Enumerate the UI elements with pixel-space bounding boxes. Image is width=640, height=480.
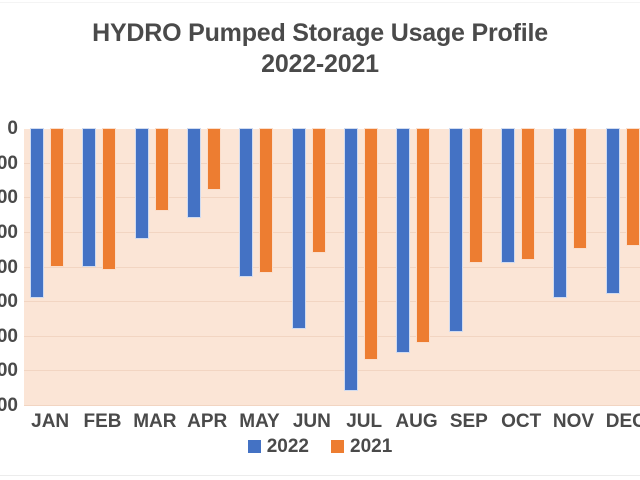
y-axis-tick-label: -500 (0, 152, 18, 174)
bar-group (600, 128, 640, 405)
gridline (24, 162, 640, 164)
y-axis-tick-label: -2500 (0, 291, 18, 313)
x-axis-tick-label: MAR (133, 411, 177, 432)
bar-2021-jun[interactable] (311, 128, 326, 253)
plot-area (24, 128, 640, 406)
top-divider (0, 2, 640, 3)
x-axis-tick-label: AUG (395, 411, 438, 432)
bar-2022-feb[interactable] (82, 128, 97, 267)
bar-2022-apr[interactable] (187, 128, 201, 219)
bar-2021-sep[interactable] (468, 128, 483, 264)
bar-2022-oct[interactable] (501, 128, 515, 264)
bar-group (338, 128, 390, 405)
x-axis-tick-label: JUN (292, 411, 331, 432)
bar-2021-nov[interactable] (573, 128, 588, 250)
y-axis-tick-label: -3500 (0, 360, 18, 382)
legend-entry-2021[interactable]: 2021 (331, 437, 392, 456)
x-axis-tick-label: FEB (83, 411, 122, 432)
x-axis-tick-label: DEC (605, 411, 640, 432)
bar-2021-dec[interactable] (625, 128, 640, 246)
bar-group (76, 128, 128, 405)
gridline (24, 335, 640, 337)
bar-2021-apr[interactable] (207, 128, 221, 191)
x-axis-tick-label: SEP (449, 411, 488, 432)
gridline (24, 301, 640, 303)
bar-2022-sep[interactable] (448, 128, 463, 333)
bar-group (181, 128, 233, 405)
bar-group (547, 128, 599, 405)
bar-2022-jun[interactable] (291, 128, 306, 329)
bar-group (129, 128, 181, 405)
bar-2021-oct[interactable] (521, 128, 535, 260)
bar-2022-nov[interactable] (553, 128, 568, 298)
y-axis-tick-label: -4000 (0, 395, 18, 416)
x-axis-tick-label: NOV (552, 411, 595, 432)
y-axis-tick-label: -2000 (0, 256, 18, 278)
bar-2021-mar[interactable] (154, 128, 169, 212)
bar-2022-dec[interactable] (605, 128, 620, 295)
x-axis-tick-label: APR (187, 411, 228, 432)
bar-2021-may[interactable] (259, 128, 274, 274)
bar-group (495, 128, 547, 405)
bar-2022-mar[interactable] (134, 128, 149, 239)
bar-2021-jul[interactable] (364, 128, 378, 360)
x-axis: JAN FEB MAR APR MAY JUN JUL AUG SEP OCT NOV DEC (24, 410, 640, 436)
chart-legend: 2022 2021 (0, 437, 640, 456)
zero-baseline (24, 128, 640, 129)
gridline (24, 370, 640, 372)
bottom-divider (0, 475, 640, 476)
bar-group (390, 128, 442, 405)
x-axis-tick-label: MAY (239, 411, 280, 432)
bar-2022-jul[interactable] (344, 128, 358, 392)
y-axis-tick-label: -3000 (0, 325, 18, 347)
bar-group (233, 128, 285, 405)
legend-label: 2021 (350, 436, 393, 457)
y-axis-tick-label: 0 (7, 118, 18, 139)
bar-2021-feb[interactable] (102, 128, 117, 270)
bar-group (443, 128, 495, 405)
gridline (24, 405, 640, 406)
bar-group (24, 128, 76, 405)
chart-title: HYDRO Pumped Storage Usage Profile 2022-… (0, 18, 640, 80)
legend-swatch-icon (331, 440, 344, 453)
legend-swatch-icon (247, 440, 261, 453)
x-axis-tick-label: JAN (31, 411, 70, 432)
gridline (24, 197, 640, 199)
bar-2022-jan[interactable] (30, 128, 44, 298)
legend-entry-2022[interactable]: 2022 (247, 436, 309, 457)
gridline (24, 231, 640, 233)
legend-label: 2022 (266, 436, 309, 457)
chart-title-line-2: 2022-2021 (261, 50, 379, 78)
bar-2021-aug[interactable] (416, 128, 431, 343)
chart-title-line-1: HYDRO Pumped Storage Usage Profile (92, 19, 548, 47)
bar-2022-aug[interactable] (396, 128, 411, 354)
gridline (24, 266, 640, 268)
bar-2022-may[interactable] (239, 128, 254, 277)
y-axis-tick-label: -1500 (0, 221, 18, 243)
bar-2021-jan[interactable] (50, 128, 64, 267)
bar-group (286, 128, 338, 405)
x-axis-tick-label: JUL (346, 411, 383, 432)
x-axis-tick-label: OCT (501, 411, 542, 432)
